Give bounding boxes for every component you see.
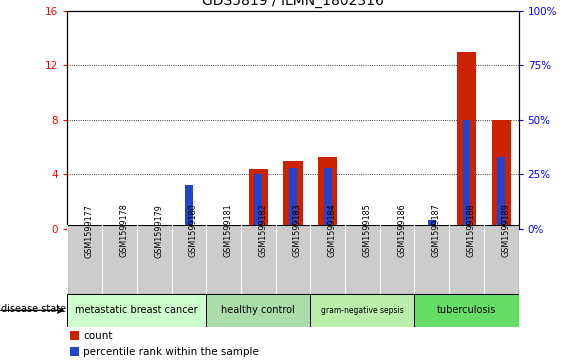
Text: GSM1599182: GSM1599182 <box>258 204 267 257</box>
Title: GDS5819 / ILMN_1802316: GDS5819 / ILMN_1802316 <box>202 0 384 8</box>
Bar <box>318 156 338 229</box>
Text: GSM1599180: GSM1599180 <box>189 204 198 257</box>
Text: GSM1599186: GSM1599186 <box>397 204 406 257</box>
Bar <box>185 185 193 229</box>
Bar <box>289 168 297 229</box>
Bar <box>345 225 380 294</box>
Bar <box>102 225 137 294</box>
Text: disease state: disease state <box>1 304 66 314</box>
Bar <box>414 294 519 327</box>
Text: count: count <box>83 331 113 341</box>
Bar <box>449 225 484 294</box>
Bar <box>67 225 102 294</box>
Bar <box>206 225 241 294</box>
Bar <box>241 225 275 294</box>
Text: GSM1599183: GSM1599183 <box>293 204 302 257</box>
Bar <box>284 160 302 229</box>
Text: GSM1599179: GSM1599179 <box>154 204 163 257</box>
Text: GSM1599184: GSM1599184 <box>328 204 337 257</box>
Bar <box>463 120 471 229</box>
Text: GSM1599177: GSM1599177 <box>85 204 94 257</box>
Bar <box>457 52 476 229</box>
Text: metastatic breast cancer: metastatic breast cancer <box>76 305 198 315</box>
Bar <box>172 225 206 294</box>
Bar <box>70 331 79 340</box>
Text: tuberculosis: tuberculosis <box>437 305 496 315</box>
Bar <box>428 220 435 229</box>
Text: gram-negative sepsis: gram-negative sepsis <box>321 306 404 315</box>
Bar <box>137 225 172 294</box>
Text: GSM1599185: GSM1599185 <box>362 204 372 257</box>
Bar <box>492 120 511 229</box>
Text: healthy control: healthy control <box>222 305 295 315</box>
Text: GSM1599178: GSM1599178 <box>120 204 128 257</box>
Text: percentile rank within the sample: percentile rank within the sample <box>83 347 259 357</box>
Text: GSM1599189: GSM1599189 <box>501 204 510 257</box>
Bar <box>380 225 414 294</box>
Text: GSM1599187: GSM1599187 <box>432 204 441 257</box>
Bar <box>67 294 206 327</box>
Bar <box>254 174 262 229</box>
Bar <box>248 169 268 229</box>
Bar <box>70 347 79 356</box>
Bar <box>324 168 332 229</box>
Bar <box>275 225 311 294</box>
Bar <box>414 225 449 294</box>
Bar <box>311 294 414 327</box>
Text: GSM1599181: GSM1599181 <box>224 204 233 257</box>
Text: GSM1599188: GSM1599188 <box>466 204 476 257</box>
Bar <box>484 225 519 294</box>
Bar <box>311 225 345 294</box>
Bar <box>206 294 311 327</box>
Bar <box>498 157 505 229</box>
Bar <box>179 225 199 229</box>
